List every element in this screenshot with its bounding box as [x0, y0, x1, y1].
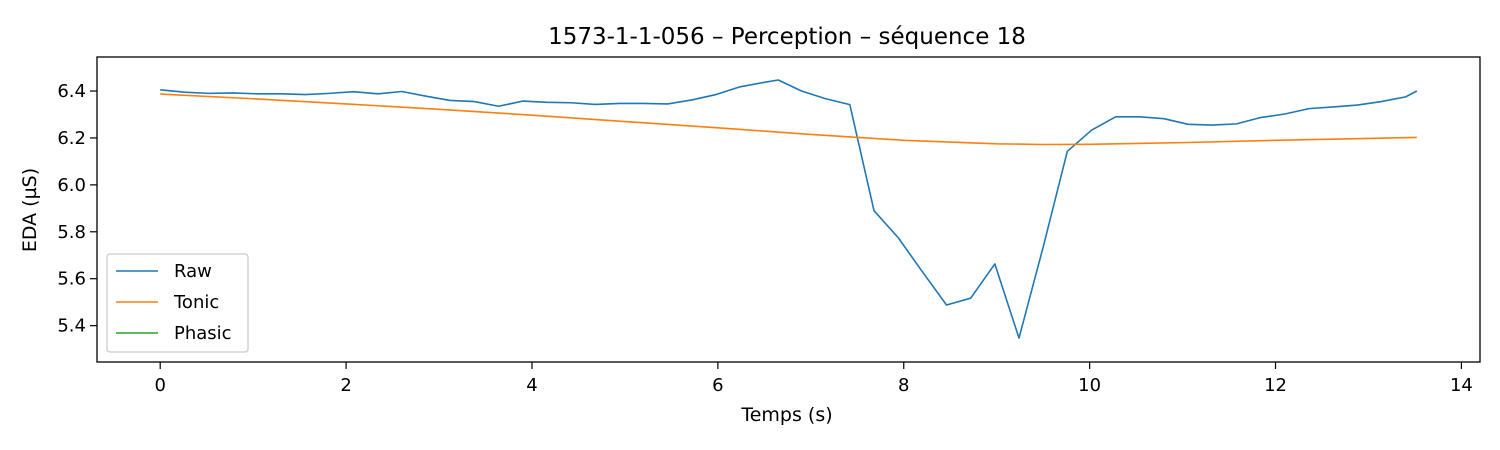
legend-box	[106, 253, 249, 353]
legend-label-phasic: Phasic	[174, 323, 232, 344]
y-tick-label: 5.6	[57, 269, 86, 290]
y-axis-label: EDA (µS)	[19, 168, 41, 252]
legend-label-tonic: Tonic	[173, 292, 219, 313]
x-axis-label: Temps (s)	[740, 404, 832, 426]
x-tick-label: 14	[1450, 375, 1473, 396]
y-tick-label: 6.2	[57, 128, 86, 149]
x-tick-label: 6	[712, 375, 723, 396]
x-tick-label: 0	[154, 375, 165, 396]
legend: Raw Tonic Phasic	[106, 253, 249, 353]
legend-label-raw: Raw	[174, 261, 212, 282]
y-axis: 5.4 5.6 5.8 6.0 6.2 6.4	[57, 81, 97, 337]
series-layer	[160, 79, 1418, 339]
x-tick-label: 12	[1264, 375, 1287, 396]
y-tick-label: 5.4	[57, 316, 86, 337]
chart-title: 1573-1-1-056 – Perception – séquence 18	[548, 24, 1026, 50]
series-line-tonic	[160, 93, 1417, 146]
series-line-raw	[160, 79, 1418, 339]
x-tick-label: 4	[526, 375, 537, 396]
y-tick-label: 5.8	[57, 222, 86, 243]
x-tick-label: 2	[340, 375, 351, 396]
plot-frame	[96, 56, 1481, 363]
x-tick-label: 10	[1078, 375, 1101, 396]
y-tick-label: 6.0	[57, 175, 86, 196]
x-tick-label: 8	[898, 375, 909, 396]
x-axis: 0 2 4 6 8 10 12 14	[154, 362, 1473, 396]
y-tick-label: 6.4	[57, 81, 86, 102]
